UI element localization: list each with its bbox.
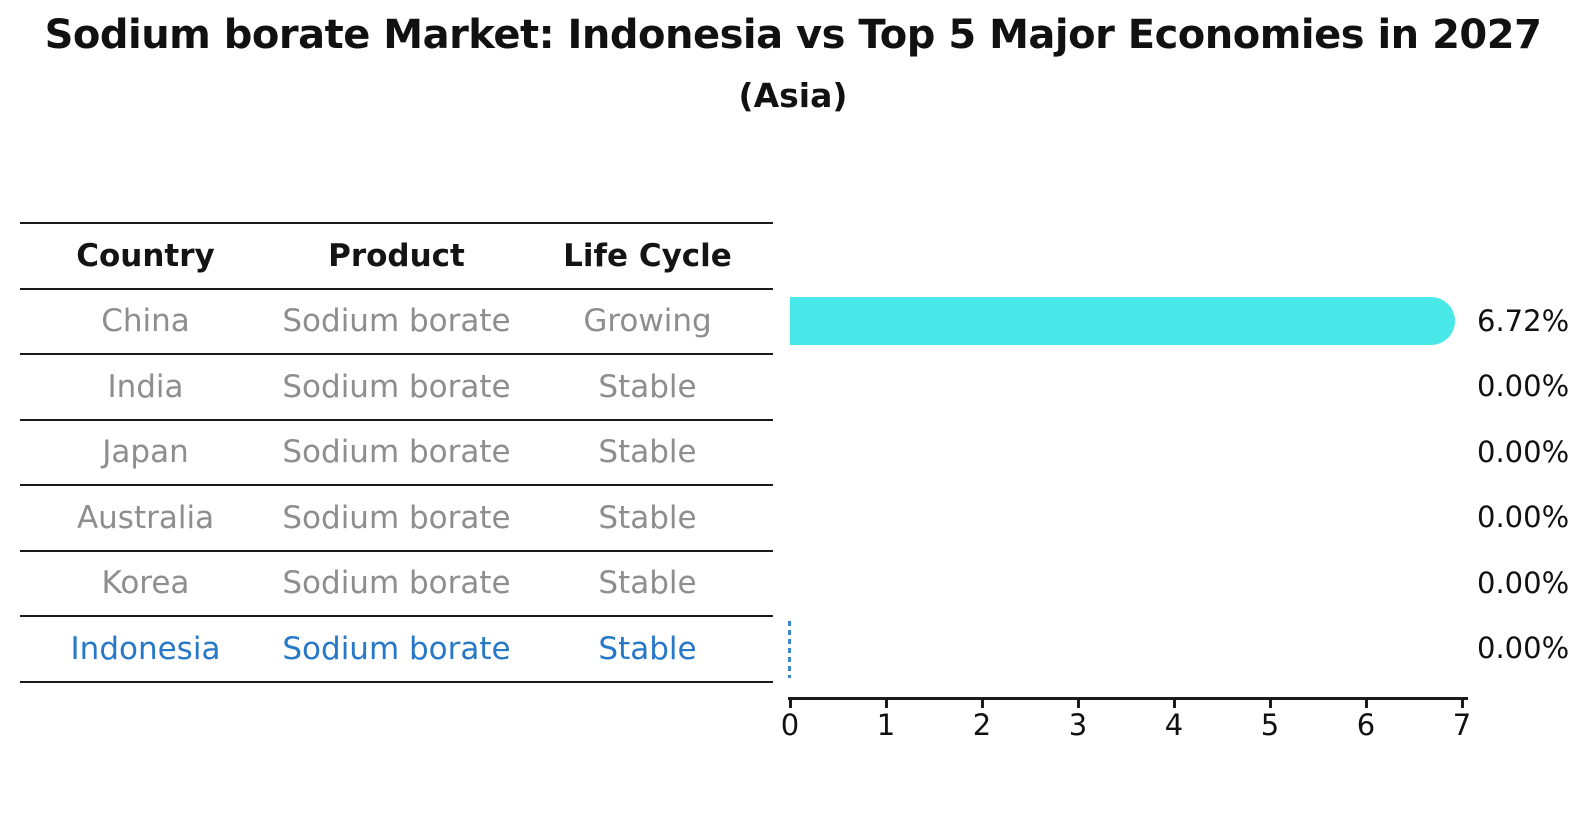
cell-product: Sodium borate bbox=[271, 486, 522, 552]
cell-product: Sodium borate bbox=[271, 355, 522, 421]
country-table: Country Product Life Cycle China Sodium … bbox=[20, 222, 773, 683]
x-tick-0 bbox=[789, 697, 792, 708]
x-tick-5 bbox=[1269, 697, 1272, 708]
bar-row-japan bbox=[790, 419, 1463, 485]
cell-life-cycle: Stable bbox=[522, 355, 773, 421]
x-tick-label-2: 2 bbox=[972, 708, 992, 742]
x-tick-1 bbox=[885, 697, 888, 708]
cell-country: Japan bbox=[20, 421, 271, 486]
cell-product: Sodium borate bbox=[271, 421, 522, 486]
bar-row-korea bbox=[790, 550, 1463, 616]
x-axis-line bbox=[788, 697, 1468, 700]
bar-row-indonesia bbox=[788, 616, 1463, 682]
cell-country: Korea bbox=[20, 552, 271, 617]
col-header-country: Country bbox=[20, 224, 271, 290]
x-tick-6 bbox=[1365, 697, 1368, 708]
col-header-life-cycle: Life Cycle bbox=[522, 224, 773, 290]
value-label-australia: 0.00% bbox=[1477, 500, 1570, 534]
x-tick-label-1: 1 bbox=[876, 708, 896, 742]
bar-row-australia bbox=[790, 485, 1463, 551]
bar-row-china bbox=[790, 288, 1463, 354]
value-label-korea: 0.00% bbox=[1477, 566, 1570, 600]
x-tick-2 bbox=[981, 697, 984, 708]
cell-country: China bbox=[20, 290, 271, 355]
cell-life-cycle: Stable bbox=[522, 552, 773, 617]
chart-title: Sodium borate Market: Indonesia vs Top 5… bbox=[44, 12, 1542, 58]
cell-life-cycle: Stable bbox=[522, 486, 773, 552]
x-tick-label-6: 6 bbox=[1356, 708, 1376, 742]
cell-country: India bbox=[20, 355, 271, 421]
cell-product: Sodium borate bbox=[271, 617, 522, 683]
bar-china bbox=[790, 296, 1455, 345]
value-label-indonesia: 0.00% bbox=[1477, 631, 1570, 665]
cell-product: Sodium borate bbox=[271, 290, 522, 355]
x-tick-4 bbox=[1173, 697, 1176, 708]
x-tick-label-3: 3 bbox=[1068, 708, 1088, 742]
indonesia-zero-marker bbox=[788, 620, 791, 678]
x-tick-label-7: 7 bbox=[1452, 708, 1472, 742]
value-label-china: 6.72% bbox=[1477, 304, 1570, 338]
cell-life-cycle: Stable bbox=[522, 421, 773, 486]
x-tick-label-4: 4 bbox=[1164, 708, 1184, 742]
cell-country: Australia bbox=[20, 486, 271, 552]
cell-country: Indonesia bbox=[20, 617, 271, 683]
bar-row-india bbox=[790, 354, 1463, 420]
x-tick-label-5: 5 bbox=[1260, 708, 1280, 742]
cell-life-cycle: Growing bbox=[522, 290, 773, 355]
cell-life-cycle: Stable bbox=[522, 617, 773, 683]
x-tick-7 bbox=[1461, 697, 1464, 708]
value-label-japan: 0.00% bbox=[1477, 435, 1570, 469]
value-label-india: 0.00% bbox=[1477, 369, 1570, 403]
col-header-product: Product bbox=[271, 224, 522, 290]
cell-product: Sodium borate bbox=[271, 552, 522, 617]
chart-subtitle: (Asia) bbox=[738, 76, 848, 115]
x-tick-label-0: 0 bbox=[780, 708, 800, 742]
x-tick-3 bbox=[1077, 697, 1080, 708]
